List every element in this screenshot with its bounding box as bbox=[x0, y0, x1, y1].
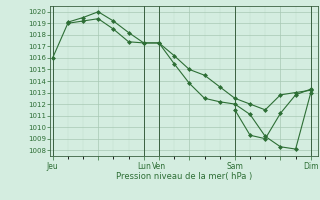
X-axis label: Pression niveau de la mer( hPa ): Pression niveau de la mer( hPa ) bbox=[116, 172, 252, 181]
